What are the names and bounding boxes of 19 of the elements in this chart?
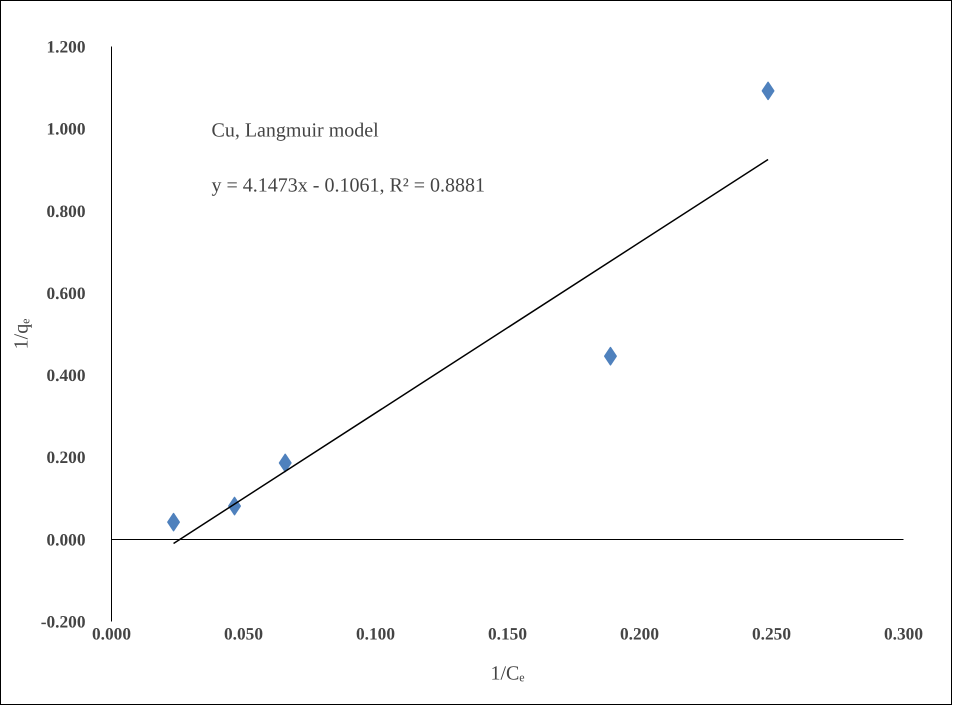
x-tick-label: 0.200 — [620, 624, 660, 644]
x-tick-label: 0.000 — [92, 624, 132, 644]
y-axis-title: 1/qₑ — [10, 318, 33, 350]
annotation: y = 4.1473x - 0.1061, R² = 0.8881 — [212, 174, 486, 196]
y-tick-label: 0.200 — [46, 448, 86, 468]
x-tick-label: 0.250 — [752, 624, 792, 644]
x-tick-label: 0.100 — [356, 624, 396, 644]
y-tick-label: 1.000 — [46, 120, 86, 139]
y-tick-label: 0.000 — [46, 530, 86, 550]
y-tick-label: 1.200 — [46, 38, 86, 56]
y-tick-label: 0.400 — [46, 366, 86, 386]
y-tick-label: 0.800 — [46, 202, 86, 221]
x-tick-label: 0.050 — [224, 624, 264, 644]
x-tick-label: 0.300 — [884, 624, 924, 644]
x-tick-label: 0.150 — [488, 624, 528, 644]
y-tick-label: 0.600 — [46, 284, 86, 303]
y-tick-label: -0.200 — [40, 612, 86, 632]
annotation: Cu, Langmuir model — [212, 120, 380, 142]
x-axis-title: 1/Cₑ — [490, 662, 525, 684]
